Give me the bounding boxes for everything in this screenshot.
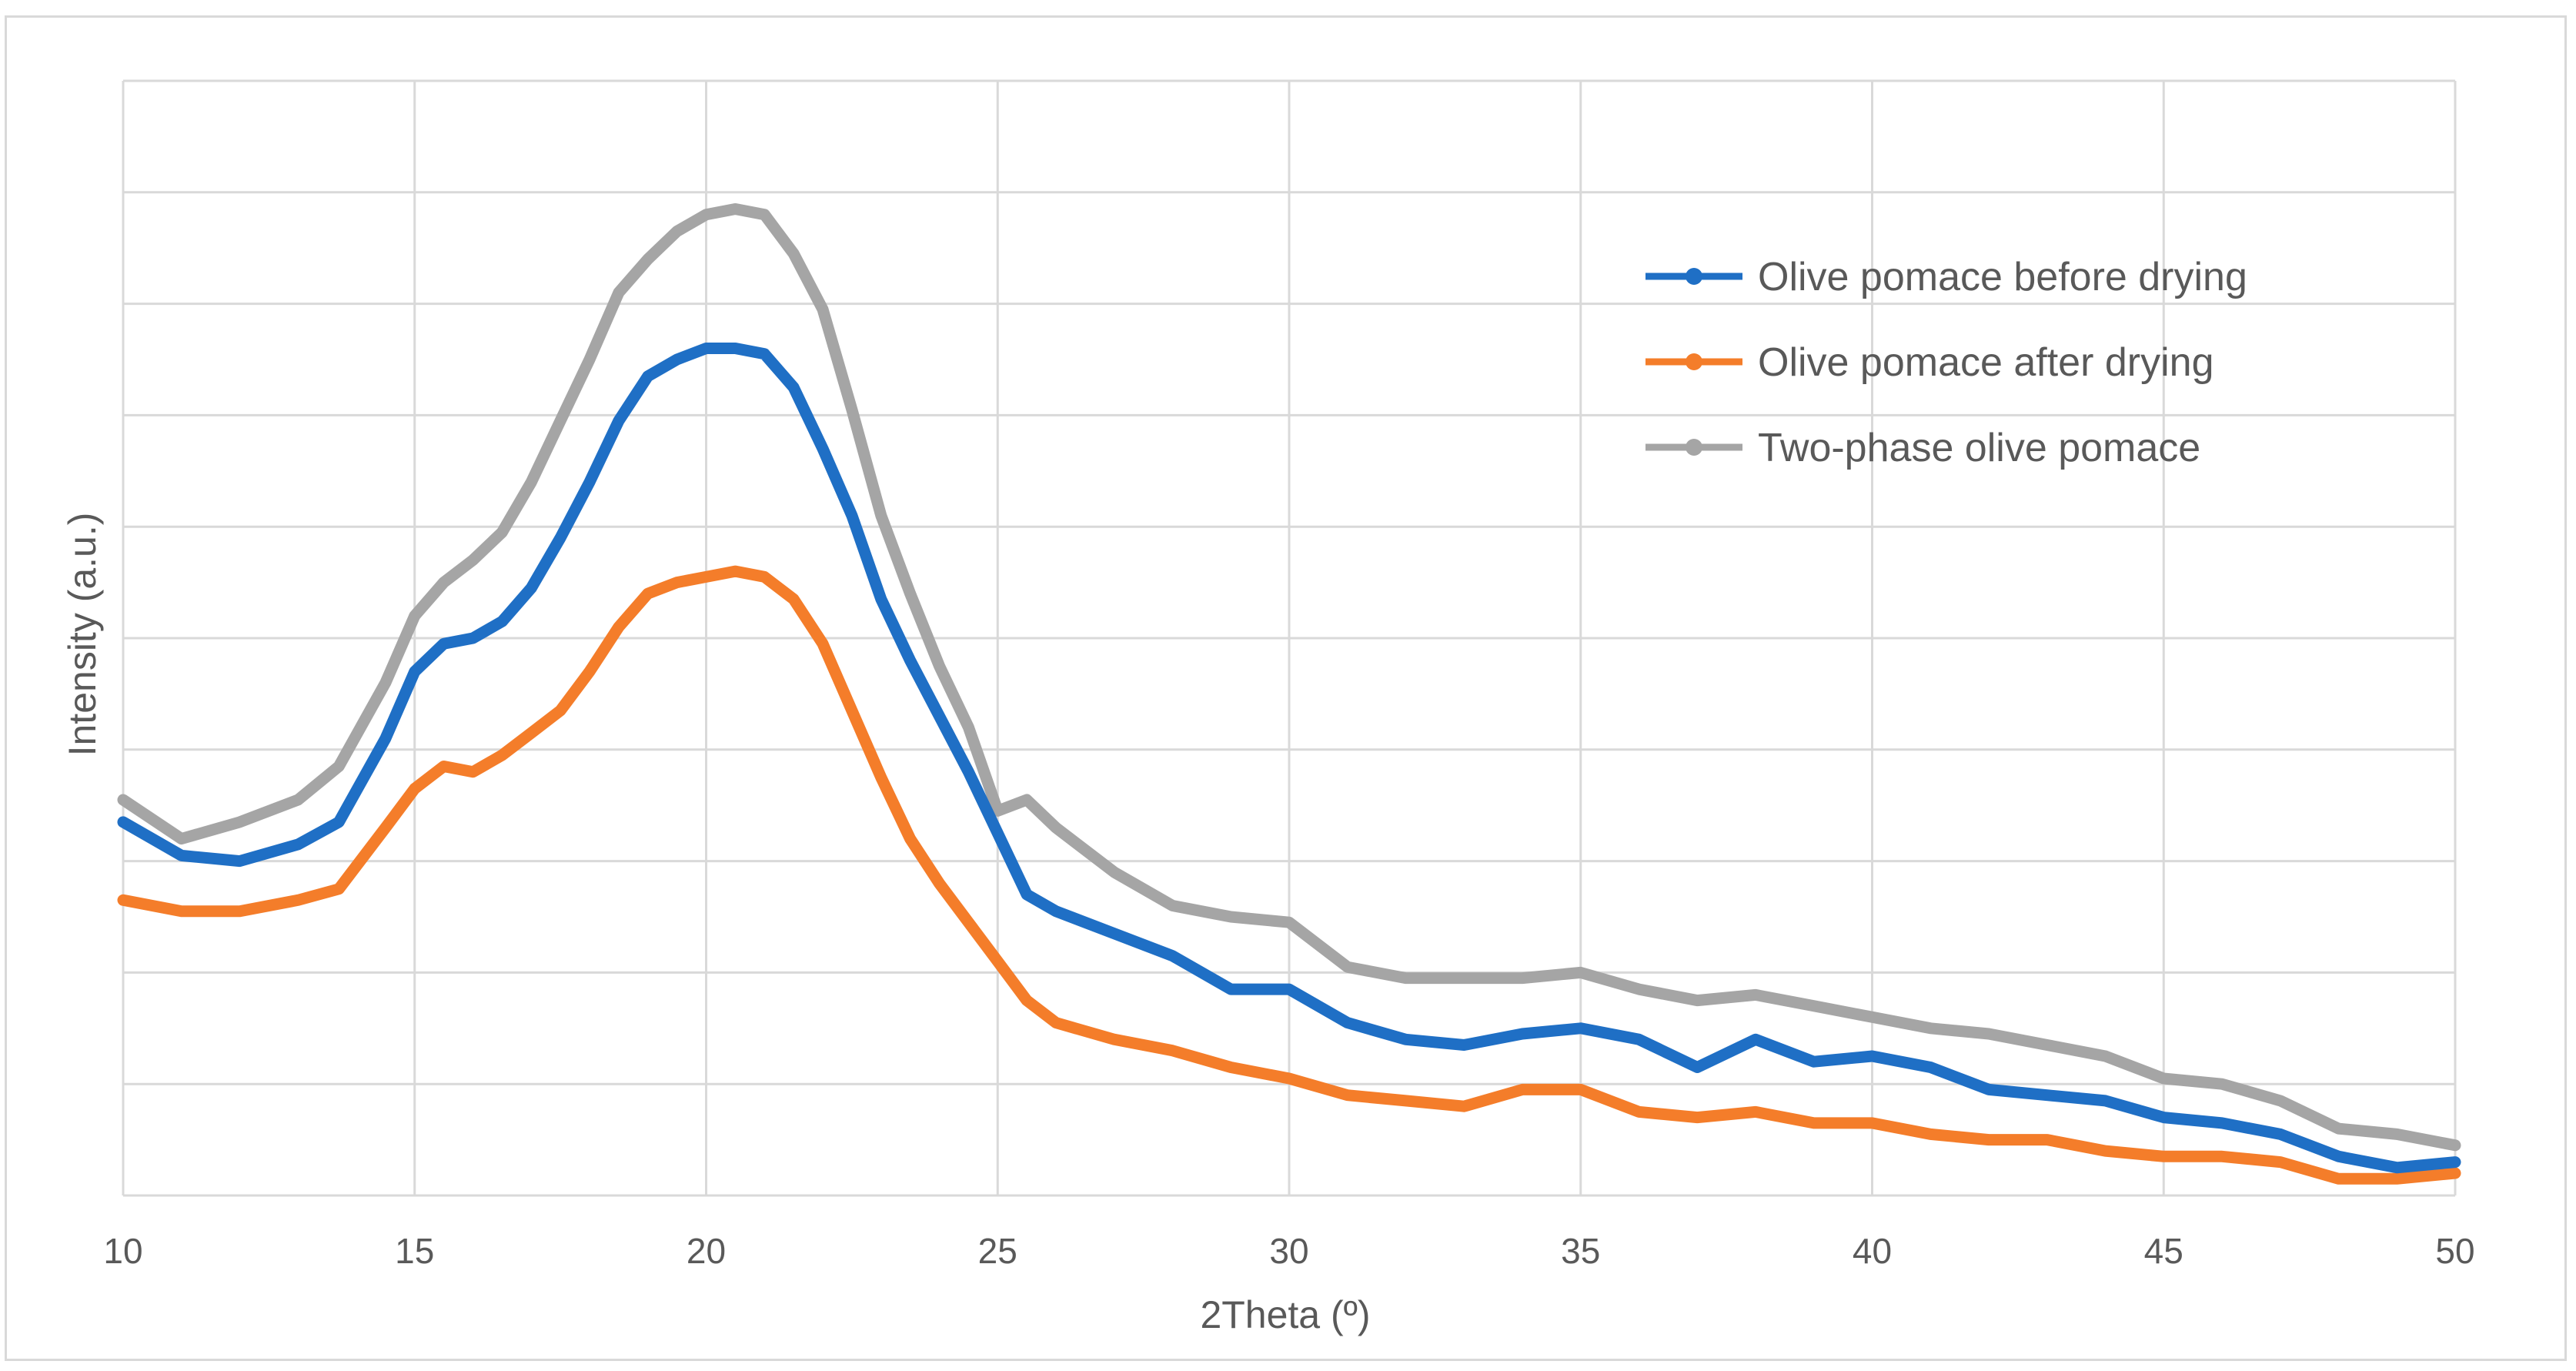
legend-label-two-phase: Two-phase olive pomace — [1758, 426, 2200, 470]
x-tick-label: 45 — [2144, 1231, 2183, 1271]
gridlines — [122, 79, 2457, 1197]
series-line-olive-pomace-before-drying — [117, 343, 2461, 1174]
y-axis-title: Intensity (a.u.) — [61, 513, 104, 757]
legend-item-two-phase: Two-phase olive pomace — [1645, 426, 2200, 470]
series-line-two-phase-olive-pomace — [117, 203, 2461, 1152]
x-tick-label: 10 — [103, 1231, 142, 1271]
series-line-olive-pomace-after-drying — [117, 565, 2461, 1185]
legend-item-before-drying: Olive pomace before drying — [1645, 255, 2247, 299]
x-tick-labels: 10 15 20 25 30 35 40 45 50 — [103, 1231, 2474, 1271]
x-tick-label: 20 — [687, 1231, 726, 1271]
x-axis-title: 2Theta (º) — [1200, 1293, 1370, 1336]
x-tick-label: 50 — [2435, 1231, 2474, 1271]
x-tick-label: 15 — [395, 1231, 434, 1271]
legend-marker-two-phase — [1686, 439, 1702, 456]
legend-marker-after-drying — [1686, 353, 1702, 370]
x-tick-label: 40 — [1853, 1231, 1892, 1271]
legend-label-after-drying: Olive pomace after drying — [1758, 340, 2214, 385]
legend-label-before-drying: Olive pomace before drying — [1758, 255, 2247, 299]
legend-marker-before-drying — [1686, 268, 1702, 285]
x-tick-label: 30 — [1269, 1231, 1308, 1271]
series-lines — [117, 203, 2461, 1185]
x-tick-label: 25 — [978, 1231, 1017, 1271]
legend-item-after-drying: Olive pomace after drying — [1645, 340, 2214, 385]
x-tick-label: 35 — [1561, 1231, 1600, 1271]
legend: Olive pomace before drying Olive pomace … — [1645, 255, 2247, 470]
chart-frame — [5, 15, 2567, 1361]
